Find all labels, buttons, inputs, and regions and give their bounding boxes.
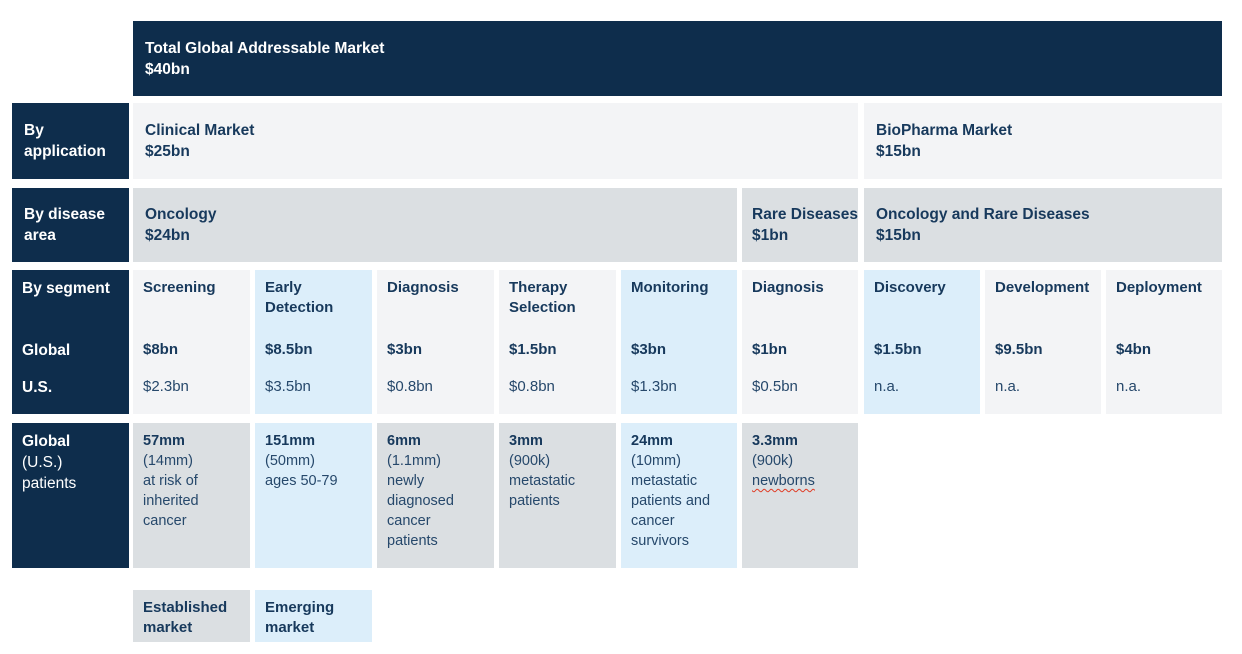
patients-label-line3: patients bbox=[22, 475, 77, 492]
cell-value: $15bn bbox=[876, 227, 921, 244]
segment-global: $1bn bbox=[752, 341, 788, 358]
segment-us: $1.3bn bbox=[631, 378, 677, 395]
cell-biopharma-market: BioPharma Market $15bn bbox=[864, 103, 1222, 179]
cell-rare-diseases: Rare Diseases $1bn bbox=[742, 188, 858, 262]
patients-desc: metastatic patients bbox=[509, 473, 576, 509]
row-label-text: By application bbox=[24, 122, 106, 160]
cell-value: $15bn bbox=[876, 143, 921, 160]
segment-global: $3bn bbox=[387, 341, 423, 358]
patients-cell-monitoring: 24mm (10mm) metastatic patients and canc… bbox=[621, 423, 737, 568]
segment-cell-diagnosis: Diagnosis $3bn $0.8bn bbox=[377, 270, 494, 414]
legend-emerging-market: Emerging market bbox=[255, 590, 372, 642]
segment-title: Deployment bbox=[1116, 279, 1202, 296]
us-row-label: U.S. bbox=[22, 379, 53, 396]
segment-us: $0.5bn bbox=[752, 378, 798, 395]
patients-desc: newly diagnosed cancer patients bbox=[387, 473, 454, 549]
row-label-text: By disease area bbox=[24, 206, 105, 244]
patients-cell-therapy-selection: 3mm (900k) metastatic patients bbox=[499, 423, 616, 568]
row-label-by-application: By application bbox=[12, 103, 129, 179]
segment-title: Therapy Selection bbox=[509, 279, 576, 316]
segment-global: $3bn bbox=[631, 341, 667, 358]
segment-title: Monitoring bbox=[631, 279, 709, 296]
segment-title: Diagnosis bbox=[387, 279, 459, 296]
segment-us: n.a. bbox=[1116, 378, 1142, 395]
segment-cell-deployment: Deployment $4bn n.a. bbox=[1106, 270, 1222, 414]
cell-value: $1bn bbox=[752, 227, 789, 244]
patients-label-line1: Global bbox=[22, 433, 71, 450]
cell-title: Clinical Market bbox=[145, 122, 255, 139]
cell-clinical-market: Clinical Market $25bn bbox=[133, 103, 858, 179]
patients-us: (900k) bbox=[509, 453, 551, 469]
patients-us: (50mm) bbox=[265, 453, 315, 469]
patients-count: 57mm bbox=[143, 433, 185, 449]
cell-title: Rare Diseases bbox=[752, 206, 858, 223]
segment-global: $4bn bbox=[1116, 341, 1152, 358]
row-label-by-disease-area: By disease area bbox=[12, 188, 129, 262]
segment-us: $0.8bn bbox=[509, 378, 555, 395]
segment-cell-monitoring: Monitoring $3bn $1.3bn bbox=[621, 270, 737, 414]
patients-us: (10mm) bbox=[631, 453, 681, 469]
segment-global: $1.5bn bbox=[509, 341, 557, 358]
legend-established-market: Established market bbox=[133, 590, 250, 642]
segment-cell-discovery: Discovery $1.5bn n.a. bbox=[864, 270, 980, 414]
row-label-by-segment: By segment Global U.S. bbox=[12, 270, 129, 414]
total-market-header: Total Global Addressable Market $40bn bbox=[133, 21, 1222, 96]
global-row-label: Global bbox=[22, 342, 71, 359]
row-label-text: By segment bbox=[22, 280, 110, 297]
total-market-title: Total Global Addressable Market bbox=[145, 39, 385, 57]
patients-us: (14mm) bbox=[143, 453, 193, 469]
patients-desc: ages 50-79 bbox=[265, 473, 338, 489]
cell-value: $25bn bbox=[145, 143, 190, 160]
cell-oncology: Oncology $24bn bbox=[133, 188, 737, 262]
segment-us: $3.5bn bbox=[265, 378, 311, 395]
segment-us: $0.8bn bbox=[387, 378, 433, 395]
segment-title: Screening bbox=[143, 279, 216, 296]
segment-global: $8bn bbox=[143, 341, 179, 358]
segment-title: Early Detection bbox=[265, 279, 334, 316]
segment-title: Diagnosis bbox=[752, 279, 824, 296]
patients-label-line2: (U.S.) bbox=[22, 454, 63, 471]
segment-global: $9.5bn bbox=[995, 341, 1043, 358]
patients-us: (900k) bbox=[752, 453, 794, 469]
cell-title: Oncology and Rare Diseases bbox=[876, 206, 1090, 223]
segment-cell-development: Development $9.5bn n.a. bbox=[985, 270, 1101, 414]
patients-count: 6mm bbox=[387, 433, 421, 449]
total-market-value: $40bn bbox=[145, 60, 190, 78]
cell-title: BioPharma Market bbox=[876, 122, 1013, 139]
legend-label: Emerging market bbox=[265, 599, 335, 636]
patients-count: 24mm bbox=[631, 433, 673, 449]
row-label-patients: Global (U.S.) patients bbox=[12, 423, 129, 568]
segment-cell-screening: Screening $8bn $2.3bn bbox=[133, 270, 250, 414]
patients-count: 3.3mm bbox=[752, 433, 798, 449]
cell-oncology-rare-diseases: Oncology and Rare Diseases $15bn bbox=[864, 188, 1222, 262]
cell-value: $24bn bbox=[145, 227, 190, 244]
patients-cell-newborns: 3.3mm (900k) newborns bbox=[742, 423, 858, 568]
patients-desc: metastatic patients and cancer survivors bbox=[631, 473, 711, 549]
segment-us: $2.3bn bbox=[143, 378, 189, 395]
cell-title: Oncology bbox=[145, 206, 217, 223]
patients-cell-diagnosis: 6mm (1.1mm) newly diagnosed cancer patie… bbox=[377, 423, 494, 568]
segment-title: Discovery bbox=[874, 279, 946, 296]
segment-global: $1.5bn bbox=[874, 341, 922, 358]
patients-cell-screening: 57mm (14mm) at risk of inherited cancer bbox=[133, 423, 250, 568]
segment-global: $8.5bn bbox=[265, 341, 313, 358]
segment-cell-diagnosis-rare: Diagnosis $1bn $0.5bn bbox=[742, 270, 858, 414]
segment-cell-early-detection: Early Detection $8.5bn $3.5bn bbox=[255, 270, 372, 414]
segment-cell-therapy-selection: Therapy Selection $1.5bn $0.8bn bbox=[499, 270, 616, 414]
legend-label: Established market bbox=[143, 599, 228, 636]
patients-us: (1.1mm) bbox=[387, 453, 441, 469]
patients-cell-early-detection: 151mm (50mm) ages 50-79 bbox=[255, 423, 372, 568]
patients-count: 151mm bbox=[265, 433, 315, 449]
patients-desc: at risk of inherited cancer bbox=[143, 473, 199, 529]
segment-title: Development bbox=[995, 279, 1090, 296]
segment-us: n.a. bbox=[874, 378, 900, 395]
patients-desc-misspelled: newborns bbox=[752, 473, 815, 489]
patients-count: 3mm bbox=[509, 433, 543, 449]
segment-us: n.a. bbox=[995, 378, 1021, 395]
